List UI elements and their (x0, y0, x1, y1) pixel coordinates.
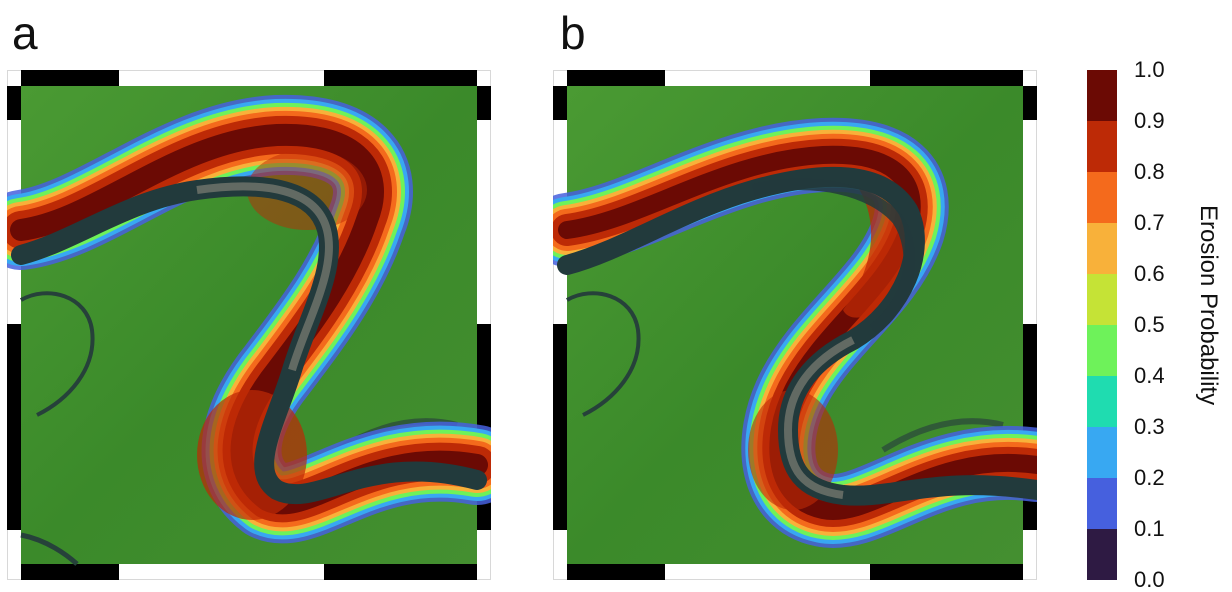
frame-tick (324, 564, 477, 580)
frame-tick (7, 86, 21, 120)
panel-label-a: a (12, 7, 38, 59)
colorbar-tick-label: 0.0 (1134, 567, 1165, 592)
colorbar-swatch (1087, 274, 1117, 326)
frame-tick (1023, 86, 1037, 120)
river-channel-secondary (751, 178, 916, 335)
oxbow-channel (20, 291, 95, 417)
colorbar-title: Erosion Probability (1195, 205, 1222, 406)
colorbar-tick-label: 0.3 (1134, 414, 1165, 439)
colorbar-tick-label: 0.2 (1134, 465, 1165, 490)
colorbar-swatch (1087, 172, 1117, 224)
frame-tick (324, 70, 477, 86)
colorbar (1087, 70, 1117, 580)
colorbar-swatch (1087, 376, 1117, 428)
river-channel (557, 166, 1037, 506)
colorbar-swatch (1087, 478, 1117, 530)
frame-tick (21, 564, 119, 580)
colorbar-swatch (1087, 121, 1117, 173)
frame-tick (870, 564, 1023, 580)
colorbar-tick-label: 0.4 (1134, 363, 1165, 388)
colorbar-swatch (1087, 70, 1117, 122)
frame-tick (567, 70, 665, 86)
colorbar-tick-label: 0.7 (1134, 210, 1165, 235)
river-channel-sediment (196, 182, 333, 372)
oxbow-channel (20, 532, 79, 566)
oxbow-channel (881, 418, 1004, 453)
colorbar-tick-label: 0.1 (1134, 516, 1165, 541)
frame-tick (21, 70, 119, 86)
panel-label-b: b (560, 7, 586, 59)
colorbar-swatch (1087, 427, 1117, 479)
frame-tick (567, 564, 665, 580)
colorbar-tick-label: 0.9 (1134, 108, 1165, 133)
frame-tick (553, 86, 567, 120)
colorbar-swatch (1087, 529, 1117, 580)
frame-tick (7, 324, 21, 530)
colorbar-tick-label: 0.5 (1134, 312, 1165, 337)
colorbar-tick-label: 0.8 (1134, 159, 1165, 184)
colorbar-swatch (1087, 325, 1117, 377)
frame-tick (477, 86, 491, 120)
river-channel-sediment (783, 336, 855, 499)
colorbar-tick-label: 1.0 (1134, 57, 1165, 82)
panel-a-image (7, 70, 491, 580)
frame-tick (553, 324, 567, 530)
colorbar-tick-label: 0.6 (1134, 261, 1165, 286)
panel-b-image (553, 70, 1037, 580)
colorbar-swatch (1087, 223, 1117, 275)
frame-tick (870, 70, 1023, 86)
oxbow-channel (566, 291, 641, 417)
